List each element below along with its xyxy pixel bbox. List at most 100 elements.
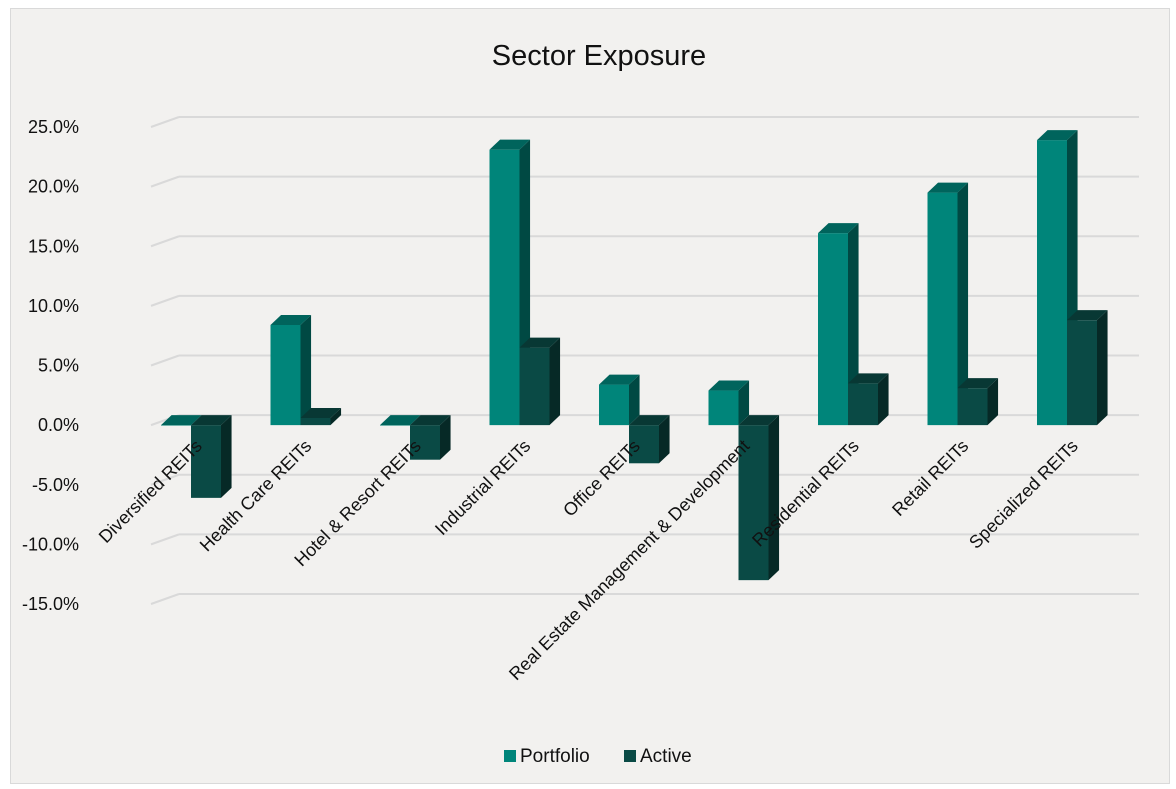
bar-portfolio-industrial-reits-top [489,139,531,150]
bar-portfolio-residential-reits-side [848,223,859,426]
bar-active-specialized-reits [1067,310,1108,426]
y-tick-label: 25.0% [28,117,79,137]
bar-portfolio-office-reits [599,374,640,426]
y-tick-label: -10.0% [22,534,79,554]
bar-portfolio-diversified-reits [161,415,202,426]
bar-portfolio-health-care-reits-side [300,314,312,426]
bar-active-health-care-reits-top [300,407,342,418]
bar-portfolio-office-reits-front [599,384,629,426]
bar-active-retail-reits [957,378,999,426]
bar-portfolio-diversified-reits-front [161,425,191,426]
bar-portfolio-diversified-reits-top [161,415,202,426]
bar-portfolio-hotel-and-resort-reits-top [380,415,421,426]
bar-active-office-reits-top [629,415,670,426]
bar-portfolio-health-care-reits-top [270,314,312,325]
legend-swatch-active [624,750,636,762]
y-tick-label: -5.0% [32,475,79,495]
chart-frame: Sector Exposure -15.0% -10.0% -5.0% 0.0% 5.0… [10,8,1170,784]
bar-active-real-estate-management-and-development-front [738,425,769,581]
legend-label-active: Active [640,746,692,767]
bar-active-hotel-and-resort-reits [410,415,451,460]
bars [161,130,1108,581]
bar-active-health-care-reits-front [300,417,331,426]
y-tick-label: 5.0% [38,356,79,376]
category-label: Office REITs [559,436,644,521]
gridline-depth [150,533,180,546]
bar-active-industrial-reits-top [519,337,561,348]
gridline-depth [150,593,180,605]
bar-active-industrial-reits-side [549,337,561,426]
gridline-depth [150,116,180,128]
bar-active-diversified-reits [191,415,232,498]
bar-portfolio-residential-reits [818,223,859,426]
bar-active-office-reits-front [629,425,659,464]
gridline-depth [150,175,180,188]
legend: Portfolio Active [504,746,692,767]
y-axis-ticks: -15.0% -10.0% -5.0% 0.0% 5.0% 10.0% 15.0% 20.0%… [22,117,79,614]
bar-active-hotel-and-resort-reits-top [410,415,451,426]
bar-portfolio-specialized-reits-top [1037,130,1078,141]
bar-active-real-estate-management-and-development-top [738,415,780,426]
bar-active-diversified-reits-top [191,415,232,426]
bar-active-office-reits-side [659,415,670,464]
chart-plot: Sector Exposure -15.0% -10.0% -5.0% 0.0% 5.0… [22,40,1139,767]
bar-portfolio-retail-reits-top [927,182,969,193]
bar-active-residential-reits-front [848,383,878,426]
bar-portfolio-health-care-reits [270,314,312,426]
category-label: Hotel & Resort REITs [290,436,424,570]
bar-portfolio-real-estate-management-and-development-front [708,390,739,426]
bar-active-health-care-reits-side [330,407,342,426]
bar-active-retail-reits-front [957,388,988,426]
bar-active-office-reits [629,415,670,464]
bar-portfolio-hotel-and-resort-reits [380,415,421,426]
bar-portfolio-office-reits-side [629,374,640,426]
bar-portfolio-residential-reits-top [818,223,859,234]
bar-active-real-estate-management-and-development-side [768,415,780,581]
legend-label-portfolio: Portfolio [520,746,590,767]
gridline-depth [150,354,180,367]
bar-portfolio-retail-reits [927,182,969,426]
category-label: Diversified REITs [95,436,206,547]
bar-active-specialized-reits-side [1097,310,1108,426]
bar-portfolio-real-estate-management-and-development-side [738,380,750,426]
bar-portfolio-retail-reits-front [927,192,958,426]
bar-active-retail-reits-top [957,378,999,389]
bar-active-real-estate-management-and-development [738,415,780,581]
gridlines [150,116,1139,605]
bar-active-hotel-and-resort-reits-front [410,425,440,460]
bar-portfolio-specialized-reits-front [1037,140,1067,426]
bar-portfolio-real-estate-management-and-development [708,380,750,426]
category-label: Real Estate Management & Development [505,436,753,684]
chart-title: Sector Exposure [492,40,706,72]
bar-portfolio-office-reits-top [599,374,640,385]
bar-portfolio-industrial-reits-front [489,149,520,426]
bar-active-retail-reits-side [987,378,999,426]
bar-portfolio-retail-reits-side [957,182,969,426]
y-tick-label: 10.0% [28,296,79,316]
bar-active-specialized-reits-front [1067,320,1097,426]
gridline-depth [150,294,180,307]
bar-portfolio-real-estate-management-and-development-top [708,380,750,391]
bar-active-industrial-reits [519,337,561,426]
bar-portfolio-hotel-and-resort-reits-front [380,425,410,426]
category-label: Retail REITs [888,436,972,520]
y-tick-label: 20.0% [28,177,79,197]
y-tick-label: -15.0% [22,594,79,614]
bar-active-residential-reits [848,373,889,426]
gridline-depth [150,235,180,248]
bar-portfolio-residential-reits-front [818,233,848,426]
bar-portfolio-health-care-reits-front [270,324,301,426]
bar-active-residential-reits-side [878,373,889,426]
bar-active-health-care-reits [300,407,342,426]
bar-active-diversified-reits-side [221,415,232,498]
bar-active-industrial-reits-front [519,347,550,426]
legend-swatch-portfolio [504,750,516,762]
bar-active-diversified-reits-front [191,425,221,498]
bar-active-specialized-reits-top [1067,310,1108,321]
y-tick-label: 15.0% [28,236,79,256]
y-tick-label: 0.0% [38,415,79,435]
gridline-depth [150,473,180,486]
bar-active-hotel-and-resort-reits-side [440,415,451,460]
bar-active-residential-reits-top [848,373,889,384]
